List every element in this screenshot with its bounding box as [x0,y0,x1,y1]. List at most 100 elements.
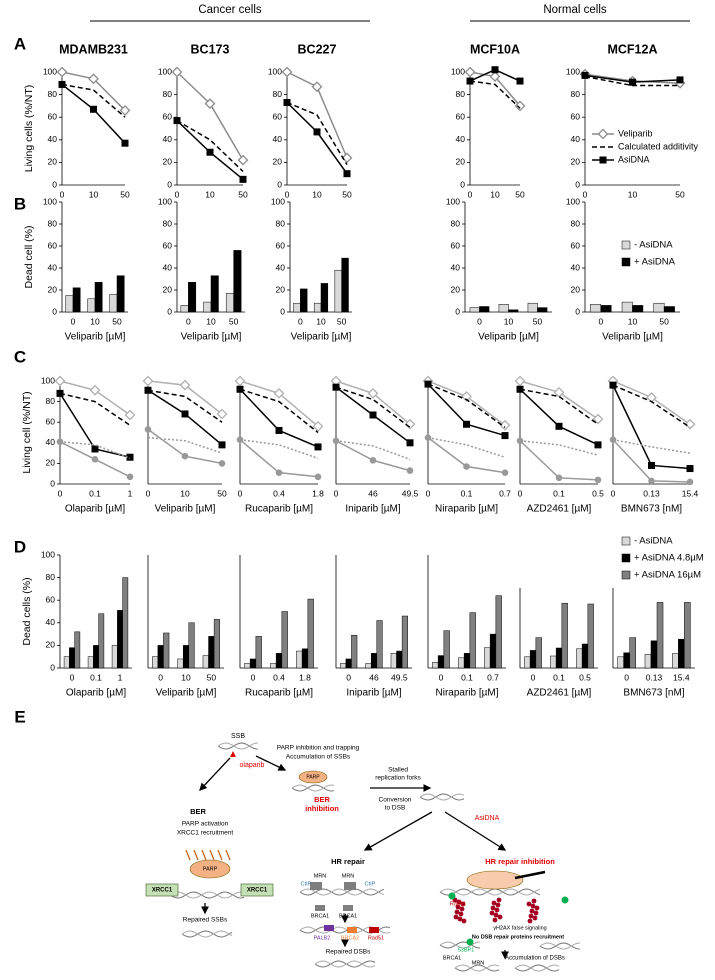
marker [179,379,191,391]
dot [456,899,462,905]
diagram-label: BRCA1 [311,913,329,919]
marker [501,432,509,440]
x-tick-label: 0.1 [90,672,102,682]
diagram-label: XRCC1 [247,888,268,894]
y-tick-label: 20 [571,284,581,294]
marker [341,152,353,164]
marker [555,422,563,430]
marker [144,426,152,433]
bar [632,305,644,313]
marker [332,383,340,391]
x-tick-label: 0.5 [579,672,591,682]
chart-title: MCF12A [607,42,657,56]
bar [535,637,542,669]
marker [489,71,501,82]
x-tick-label: 1.8 [312,488,324,498]
diagram-label: BER [314,795,330,804]
x-tick-label: 0.4 [273,672,285,682]
marker [463,420,470,428]
x-tick-label: 50 [229,316,239,326]
x-tick-label: 0.13 [646,672,663,682]
panel-letter: D [14,537,26,556]
legend-swatch [621,570,631,580]
diagram-label: γH2AX false signaling [493,925,547,931]
bar [203,301,212,313]
y-tick-label: 80 [48,89,58,99]
chart-title: BC227 [298,42,337,56]
bar [576,648,583,669]
bar [109,294,118,313]
x-axis-label: Veliparib [µM] [65,332,126,343]
series-line [239,438,319,459]
diagram-label: BRCA1 [339,913,357,919]
bar [270,663,277,669]
diagram-label: 53BP1 [458,947,475,953]
y-tick-label: 100 [566,196,580,206]
x-tick-label: 0 [238,488,243,498]
x-tick-label: 10 [490,189,500,199]
dot [460,901,466,907]
y-tick-label: 0 [52,306,57,316]
diagram-label: HR repair [331,857,365,866]
y-tick-label: 40 [451,262,461,272]
protein [189,859,231,879]
marker [88,73,99,85]
x-tick-label: 0 [158,672,163,682]
dot [491,900,497,906]
bar [489,633,497,669]
dot [496,897,502,903]
panel-letter: E [14,707,25,726]
dot [526,901,532,907]
series-line [59,392,131,426]
dot [528,913,534,919]
y-tick-label: 60 [48,111,58,121]
series-line [612,384,691,428]
x-tick-label: 10 [90,316,100,326]
x-axis-label: Veliparib [µM] [181,332,242,343]
y-tick-label: 60 [451,240,461,250]
bar [469,612,476,669]
x-tick-label: 10 [628,189,638,199]
y-tick-label: 60 [163,111,173,121]
y-tick-label: 40 [276,262,286,272]
x-tick-label: 0.5 [592,488,604,498]
y-tick-label: 40 [273,134,283,144]
marker [58,80,66,88]
marker [516,385,524,393]
series-line [286,101,348,166]
parp-chain [201,849,207,861]
marker [648,477,655,485]
bar [72,287,81,313]
y-tick-label: 0 [277,179,282,189]
protein [343,905,353,911]
dna [299,888,385,896]
dot [561,896,569,904]
marker [173,117,181,125]
x-axis-label: Veliparib [µM] [155,504,216,515]
x-tick-label: 15.4 [682,488,699,498]
dna [181,930,233,938]
bar [244,663,251,669]
dna [439,888,541,896]
marker [236,385,244,393]
legend-label: Calculated additivity [618,141,699,151]
y-tick-label: 0 [167,179,172,189]
bar [550,655,557,669]
x-tick-label: 0.7 [499,488,511,498]
series-line [61,83,126,144]
bar [469,307,480,313]
y-tick-label: 60 [456,111,466,121]
bar [617,656,624,669]
marker [581,71,589,79]
bar [629,637,636,669]
y-tick-label: 20 [273,157,283,167]
y-tick-label: 100 [43,196,57,206]
marker [406,439,414,447]
x-tick-label: 1 [118,672,123,682]
y-axis-label: Living cell (%/NT) [21,391,33,473]
dot [532,915,538,921]
series-line [239,388,319,434]
y-tick-label: 40 [48,262,58,272]
bar [672,653,679,669]
x-tick-label: 49.5 [402,488,419,498]
